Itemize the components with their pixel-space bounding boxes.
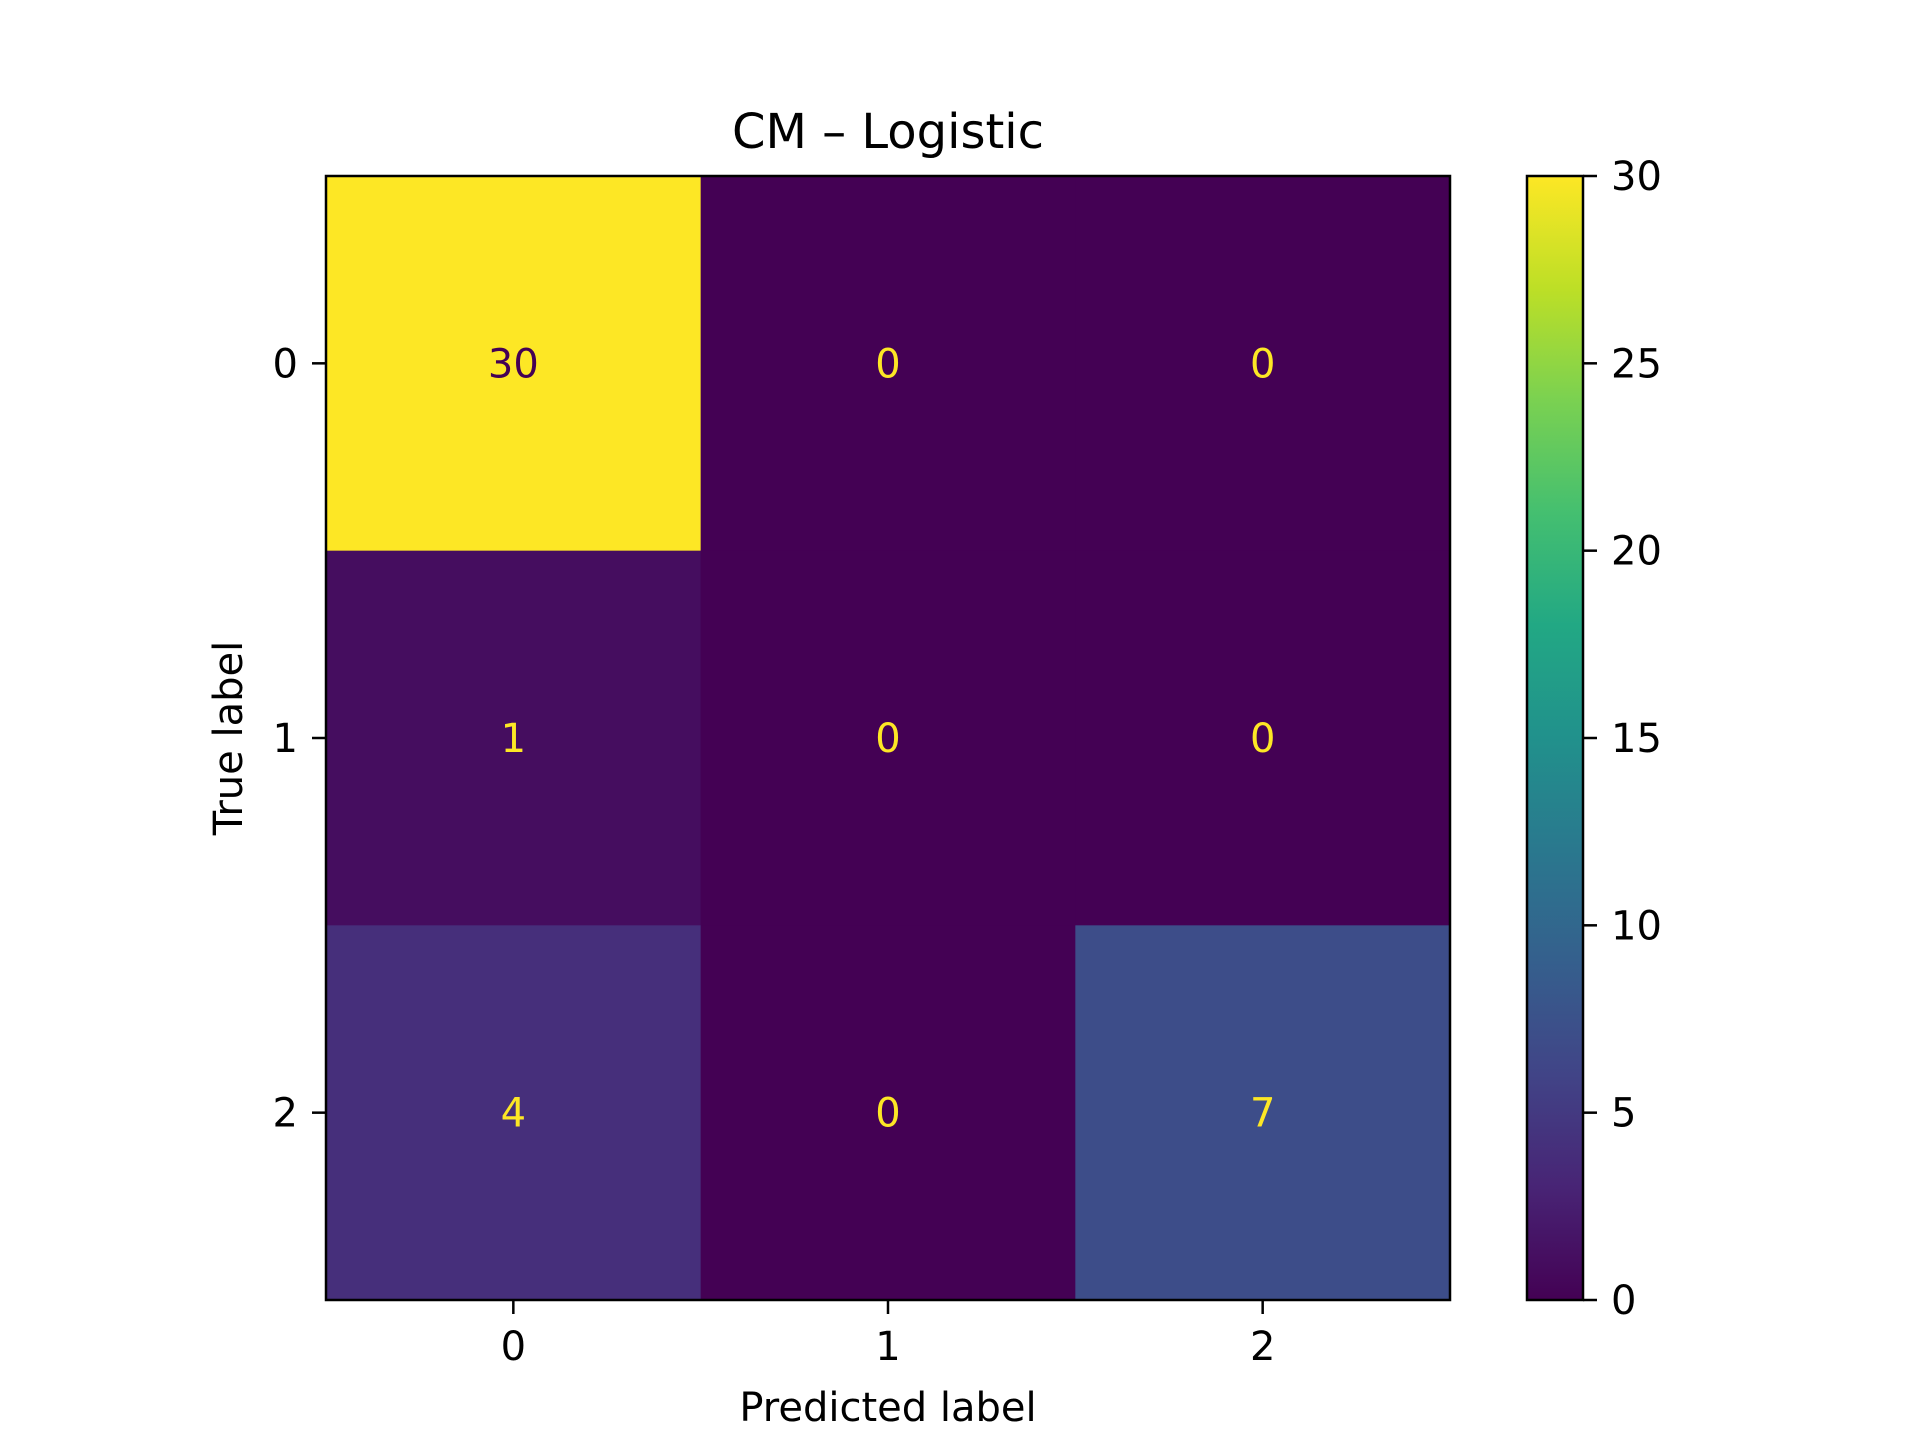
y-axis: 0 1 2 xyxy=(273,341,326,1137)
cell-value-label: 1 xyxy=(501,716,526,762)
colorbar-tick-label: 25 xyxy=(1611,341,1662,387)
colorbar-ticks: 0 5 10 15 20 25 30 xyxy=(1583,154,1662,1324)
cell-value-label: 0 xyxy=(875,1091,900,1137)
heatmap-cell xyxy=(700,550,1076,926)
cell-value-label: 0 xyxy=(875,341,900,387)
heatmap-cell xyxy=(700,176,1076,552)
x-tick-label: 2 xyxy=(1250,1324,1275,1370)
y-tick-label: 1 xyxy=(273,716,298,762)
heatmap-cell xyxy=(1075,550,1451,926)
colorbar-tick-label: 15 xyxy=(1611,716,1662,762)
colorbar-tick-label: 5 xyxy=(1611,1091,1636,1137)
heatmap-cell xyxy=(700,925,1076,1301)
cell-value-label: 0 xyxy=(875,716,900,762)
y-axis-label: True label xyxy=(206,641,252,836)
cell-value-label: 4 xyxy=(501,1091,526,1137)
cell-value-label: 30 xyxy=(488,341,539,387)
colorbar xyxy=(1525,174,1585,1302)
heatmap-cell xyxy=(1075,176,1451,552)
colorbar-tick-label: 20 xyxy=(1611,529,1662,575)
heatmap-cell xyxy=(326,176,702,552)
heatmap-cell xyxy=(326,925,702,1301)
y-tick-label: 0 xyxy=(273,341,298,387)
x-axis: 0 1 2 xyxy=(501,1300,1275,1370)
heatmap-cell xyxy=(1075,925,1451,1301)
heatmap-cells xyxy=(326,176,1451,1301)
cell-value-label: 7 xyxy=(1250,1091,1275,1137)
colorbar-tick-label: 30 xyxy=(1611,154,1662,200)
colorbar-tick-label: 0 xyxy=(1611,1278,1636,1324)
x-tick-label: 1 xyxy=(875,1324,900,1370)
heatmap-cell-labels: 30 0 0 1 0 0 4 0 7 xyxy=(488,341,1276,1136)
chart-title: CM – Logistic xyxy=(732,104,1044,160)
cell-value-label: 0 xyxy=(1250,716,1275,762)
y-tick-label: 2 xyxy=(273,1091,298,1137)
x-tick-label: 0 xyxy=(501,1324,526,1370)
cell-value-label: 0 xyxy=(1250,341,1275,387)
heatmap-cell xyxy=(326,550,702,926)
x-axis-label: Predicted label xyxy=(739,1385,1036,1431)
colorbar-tick-label: 10 xyxy=(1611,903,1662,949)
